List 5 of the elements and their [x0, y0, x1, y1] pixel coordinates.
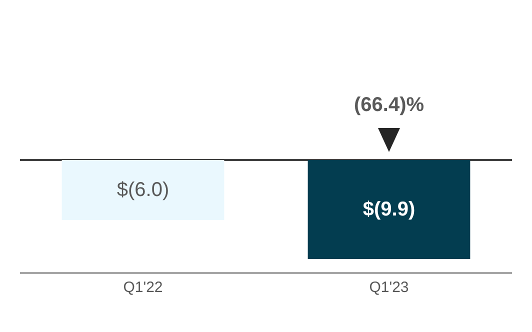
x-tick-label: Q1'23: [369, 278, 409, 296]
data-label: $(9.9): [362, 198, 416, 220]
annotation: (66.4)%: [354, 94, 424, 116]
data-label: $(6.0): [116, 179, 170, 201]
x-tick-label: Q1'22: [123, 278, 163, 296]
